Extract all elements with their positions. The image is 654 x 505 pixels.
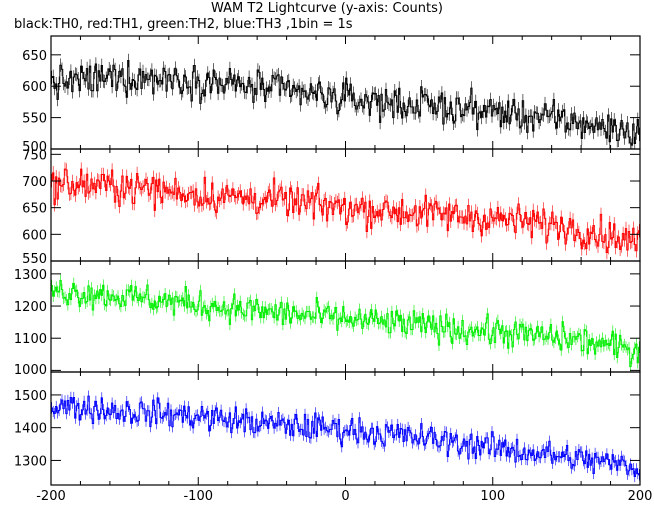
series-th1 xyxy=(51,162,640,260)
y-tick-label: 650 xyxy=(22,49,47,64)
y-tick-label: 600 xyxy=(22,228,47,243)
y-tick-label: 500 xyxy=(22,140,47,155)
panel-th3: 1300 1400 1500 xyxy=(14,371,641,486)
panel-th1: 550 600 650 700 750 xyxy=(22,148,641,267)
y-tick-label: 1400 xyxy=(14,422,47,437)
y-tick-label: 650 xyxy=(22,202,47,217)
series-th0 xyxy=(51,53,640,149)
y-tick-label: 750 xyxy=(22,148,47,163)
x-tick-label: -200 xyxy=(36,489,66,504)
y-tick-label: 1500 xyxy=(14,389,47,404)
x-tick-label: 200 xyxy=(628,489,653,504)
chart-title: WAM T2 Lightcurve (y-axis: Counts) xyxy=(211,1,443,16)
x-tick-label: 100 xyxy=(480,489,505,504)
y-tick-label: 600 xyxy=(22,80,47,95)
chart-subtitle: black:TH0, red:TH1, green:TH2, blue:TH3 … xyxy=(14,17,353,32)
panel-frame xyxy=(50,260,641,373)
series-th2 xyxy=(51,274,640,372)
panel-th0: 500 550 600 650 xyxy=(22,35,641,155)
series-th3 xyxy=(51,390,640,483)
y-tick-label: 1300 xyxy=(14,268,47,283)
y-tick-label: 1000 xyxy=(14,363,47,378)
x-tick-label: -100 xyxy=(183,489,213,504)
panel-th2: 1000 1100 1200 1300 xyxy=(14,260,641,378)
y-tick-label: 550 xyxy=(22,112,47,127)
panel-frame xyxy=(50,371,641,486)
y-tick-label: 550 xyxy=(22,252,47,267)
y-tick-label: 1300 xyxy=(14,454,47,469)
y-tick-label: 700 xyxy=(22,175,47,190)
y-tick-label: 1100 xyxy=(14,332,47,347)
y-tick-label: 1200 xyxy=(14,300,47,315)
x-tick-label: 0 xyxy=(341,489,349,504)
